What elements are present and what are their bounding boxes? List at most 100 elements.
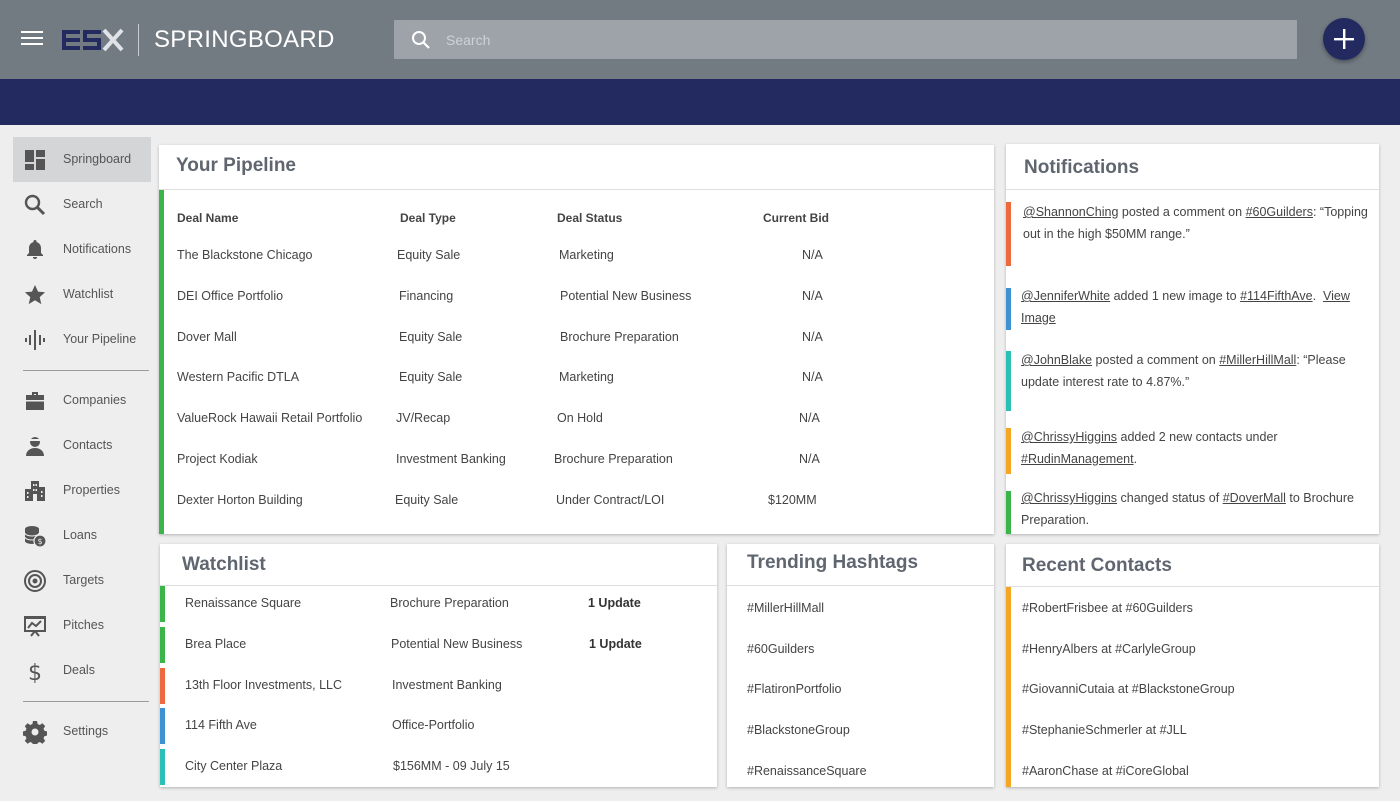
watchlist-row[interactable]: City Center Plaza $156MM - 09 July 15 (160, 749, 717, 785)
user-mention-link[interactable]: @ShannonChing (1023, 205, 1119, 219)
deal-type-cell: Financing (399, 289, 454, 303)
hashtag-link[interactable]: #FlatironPortfolio (747, 682, 842, 696)
watchlist-row[interactable]: Brea Place Potential New Business 1 Upda… (160, 627, 717, 663)
sidebar-item-label: Your Pipeline (63, 332, 137, 346)
watchlist-status: Office-Portfolio (392, 718, 475, 732)
sidebar-item-notifications[interactable]: Notifications (13, 227, 151, 272)
card-divider (159, 189, 994, 190)
watchlist-row[interactable]: 114 Fifth Ave Office-Portfolio (160, 708, 717, 744)
notification-item: @ChrissyHiggins changed status of #Dover… (1006, 491, 1379, 534)
current-bid-cell: N/A (802, 370, 823, 384)
contact-link[interactable]: #HenryAlbers at #CarlyleGroup (1022, 642, 1196, 656)
deal-name-cell[interactable]: Western Pacific DTLA (177, 370, 300, 384)
watchlist-name: 13th Floor Investments, LLC (185, 678, 343, 692)
sidebar-item-companies[interactable]: Companies (13, 378, 151, 423)
sidebar-item-pitches[interactable]: Pitches (13, 603, 151, 648)
contact-link[interactable]: #StephanieSchmerler at #JLL (1022, 723, 1187, 737)
notification-message: changed status of (1117, 491, 1223, 505)
pipeline-icon (25, 330, 45, 350)
app-title: SPRINGBOARD (154, 26, 335, 53)
sidebar-divider (23, 370, 149, 371)
svg-text:$: $ (28, 661, 42, 683)
contact-link[interactable]: #GiovanniCutaia at #BlackstoneGroup (1022, 682, 1235, 696)
update-badge[interactable]: 1 Update (588, 596, 641, 610)
status-color-bar (1006, 491, 1011, 534)
watchlist-name: Renaissance Square (185, 596, 302, 610)
sidebar-item-label: Notifications (63, 242, 132, 256)
pipeline-status-bar (159, 190, 164, 534)
hashtag-link[interactable]: #60Guilders (1245, 205, 1313, 219)
user-mention-link[interactable]: @ChrissyHiggins (1021, 491, 1118, 505)
column-header-current-bid[interactable]: Current Bid (763, 211, 829, 225)
notification-text: @ShannonChing posted a comment on #60Gui… (1023, 201, 1373, 245)
status-color-bar (1006, 202, 1011, 266)
deal-name-cell[interactable]: DEI Office Portfolio (177, 289, 284, 303)
sidebar-item-loans[interactable]: $ Loans (13, 513, 151, 558)
hashtag-link[interactable]: #RudinManagement (1021, 452, 1134, 466)
watchlist-row[interactable]: Renaissance Square Brochure Preparation … (160, 586, 717, 622)
column-header-deal-type[interactable]: Deal Type (400, 211, 456, 225)
search-bar[interactable] (394, 20, 1297, 59)
deal-type-cell: JV/Recap (396, 411, 451, 425)
notification-item: @JenniferWhite added 1 new image to #114… (1006, 288, 1379, 330)
sidebar-item-search[interactable]: Search (13, 182, 151, 227)
user-mention-link[interactable]: @JenniferWhite (1021, 289, 1111, 303)
user-mention-link[interactable]: @JohnBlake (1021, 353, 1093, 367)
current-bid-cell: N/A (799, 452, 820, 466)
deal-name-cell[interactable]: Dover Mall (177, 330, 237, 344)
column-header-deal-name[interactable]: Deal Name (177, 211, 239, 225)
sidebar-item-label: Deals (63, 663, 95, 677)
watchlist-status: Brochure Preparation (390, 596, 509, 610)
hamburger-menu-icon[interactable] (21, 31, 45, 49)
column-header-deal-status[interactable]: Deal Status (557, 211, 623, 225)
status-color-bar (160, 586, 165, 622)
notification-message: . (1312, 289, 1324, 303)
hashtag-link[interactable]: #RenaissanceSquare (747, 764, 867, 778)
sidebar-item-contacts[interactable]: Contacts (13, 423, 151, 468)
sidebar-item-settings[interactable]: Settings (13, 709, 151, 754)
search-input[interactable] (446, 20, 1286, 59)
deal-name-cell[interactable]: The Blackstone Chicago (177, 248, 313, 262)
update-badge[interactable]: 1 Update (589, 637, 642, 651)
watchlist-row[interactable]: 13th Floor Investments, LLC Investment B… (160, 668, 717, 704)
sidebar-item-label: Search (63, 197, 103, 211)
sidebar-item-label: Contacts (63, 438, 113, 452)
status-color-bar (160, 668, 165, 704)
hashtag-link[interactable]: #BlackstoneGroup (747, 723, 850, 737)
status-color-bar (160, 749, 165, 785)
hashtag-link[interactable]: #MillerHillMall (747, 601, 825, 615)
status-color-bar (1006, 288, 1011, 330)
notification-message: : “Please update interest rate to 4.87%.… (1021, 353, 1346, 389)
deal-type-cell: Investment Banking (396, 452, 506, 466)
sidebar-item-properties[interactable]: Properties (13, 468, 151, 513)
sidebar-item-springboard[interactable]: Springboard (13, 137, 151, 182)
add-button[interactable] (1323, 18, 1365, 60)
coins-icon: $ (24, 526, 47, 548)
sidebar-item-your-pipeline[interactable]: Your Pipeline (13, 317, 151, 362)
contact-link[interactable]: #AaronChase at #iCoreGlobal (1022, 764, 1189, 778)
deal-name-cell[interactable]: ValueRock Hawaii Retail Portfolio (177, 411, 363, 425)
view-image-link[interactable]: View Image (1021, 289, 1350, 325)
notification-text: @JohnBlake posted a comment on #MillerHi… (1021, 349, 1371, 393)
sidebar-item-label: Springboard (63, 152, 132, 166)
notification-item: @ChrissyHiggins added 2 new contacts und… (1006, 428, 1379, 474)
watchlist-status: Investment Banking (392, 678, 502, 692)
recent-contacts-title: Recent Contacts (1022, 555, 1172, 576)
current-bid-cell: N/A (802, 248, 823, 262)
hashtag-link[interactable]: #DoverMall (1222, 491, 1286, 505)
dashboard-icon (25, 150, 45, 170)
hashtag-link[interactable]: #MillerHillMall (1219, 353, 1297, 367)
sidebar-item-deals[interactable]: $ Deals (13, 648, 151, 693)
sidebar-divider (23, 701, 149, 702)
hashtag-link[interactable]: #114FifthAve (1240, 289, 1313, 303)
user-mention-link[interactable]: @ChrissyHiggins (1021, 430, 1118, 444)
sidebar-item-label: Pitches (63, 618, 104, 632)
deal-type-cell: Equity Sale (399, 370, 463, 384)
sidebar-item-targets[interactable]: Targets (13, 558, 151, 603)
sidebar-item-watchlist[interactable]: Watchlist (13, 272, 151, 317)
deal-status-cell: Marketing (559, 248, 614, 262)
hashtag-link[interactable]: #60Guilders (747, 642, 815, 656)
deal-name-cell[interactable]: Dexter Horton Building (177, 493, 303, 507)
deal-name-cell[interactable]: Project Kodiak (177, 452, 258, 466)
contact-link[interactable]: #RobertFrisbee at #60Guilders (1022, 601, 1193, 615)
